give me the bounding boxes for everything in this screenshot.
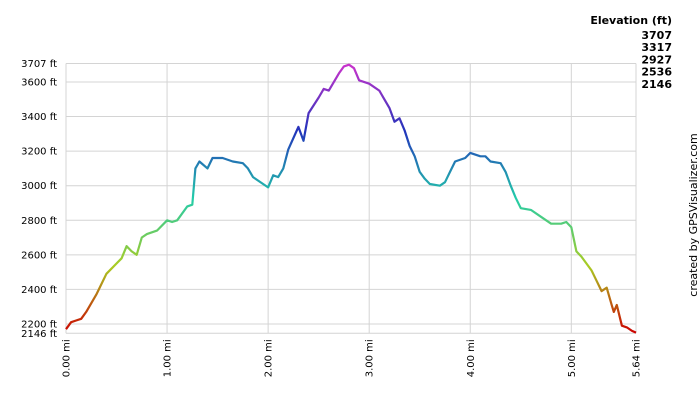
x-tick-label: 0.00 mi: [62, 339, 73, 377]
x-tick-label: 2.00 mi: [264, 339, 275, 377]
legend-value: 3707: [641, 29, 672, 42]
y-tick-label: 2800 ft: [21, 216, 57, 227]
y-tick-label: 3600 ft: [21, 77, 57, 88]
legend-value: 3317: [641, 41, 672, 54]
elevation-line: [65, 63, 637, 334]
y-tick-label: 2200 ft: [21, 319, 57, 330]
legend-value: 2536: [641, 66, 672, 79]
y-tick-label: 3200 ft: [21, 147, 57, 158]
legend-value: 2146: [641, 78, 672, 91]
y-tick-label: 3707 ft: [21, 59, 57, 70]
y-tick-label: 2146 ft: [21, 329, 57, 340]
x-tick-label: 4.00 mi: [466, 339, 477, 377]
x-tick-label: 5.00 mi: [567, 339, 578, 377]
y-tick-label: 3400 ft: [21, 112, 57, 123]
y-tick-label: 2600 ft: [21, 250, 57, 261]
y-tick-label: 3000 ft: [21, 181, 57, 192]
legend-value: 2927: [641, 53, 672, 66]
credit: created by GPSVisualizer.com: [687, 133, 700, 296]
legend-title: Elevation (ft): [590, 14, 672, 27]
x-tick-label: 3.00 mi: [365, 339, 376, 377]
x-tick-label: 5.64 mi: [632, 339, 643, 377]
y-tick-label: 2400 ft: [21, 285, 57, 296]
x-tick-label: 1.00 mi: [163, 339, 174, 377]
